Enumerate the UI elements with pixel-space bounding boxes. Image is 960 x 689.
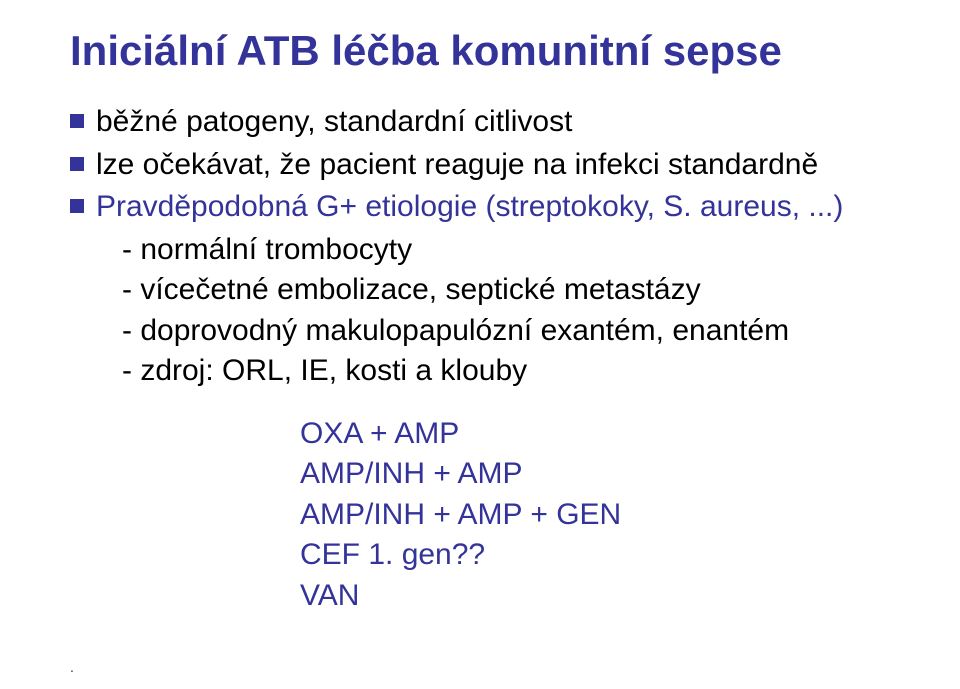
bullet-text-emph: Pravděpodobná G+ etiologie (streptokoky,…: [96, 187, 843, 228]
square-bullet-icon: [70, 199, 84, 213]
recommendation-block: OXA + AMP AMP/INH + AMP AMP/INH + AMP + …: [300, 414, 910, 617]
sub-line: - zdroj: ORL, IE, kosti a klouby: [122, 351, 910, 392]
recommendation-line: AMP/INH + AMP + GEN: [300, 495, 910, 536]
bullet-text: běžné patogeny, standardní citlivost: [96, 102, 572, 143]
square-bullet-icon: [70, 114, 84, 128]
bullet-item: lze očekávat, že pacient reaguje na infe…: [70, 145, 910, 186]
slide-title: Iniciální ATB léčba komunitní sepse: [70, 28, 910, 74]
square-bullet-icon: [70, 157, 84, 171]
recommendation-line: OXA + AMP: [300, 414, 910, 455]
slide: Iniciální ATB léčba komunitní sepse běžn…: [0, 0, 960, 689]
bullet-item: Pravděpodobná G+ etiologie (streptokoky,…: [70, 187, 910, 228]
recommendation-line: VAN: [300, 576, 910, 617]
sub-line: - normální trombocyty: [122, 230, 910, 271]
recommendation-line: CEF 1. gen??: [300, 535, 910, 576]
bullet-item: běžné patogeny, standardní citlivost: [70, 102, 910, 143]
sub-line: - vícečetné embolizace, septické metastá…: [122, 270, 910, 311]
sub-line: - doprovodný makulopapulózní exantém, en…: [122, 311, 910, 352]
footer-mark: .: [70, 659, 74, 675]
bullet-text: lze očekávat, že pacient reaguje na infe…: [96, 145, 818, 186]
recommendation-line: AMP/INH + AMP: [300, 454, 910, 495]
